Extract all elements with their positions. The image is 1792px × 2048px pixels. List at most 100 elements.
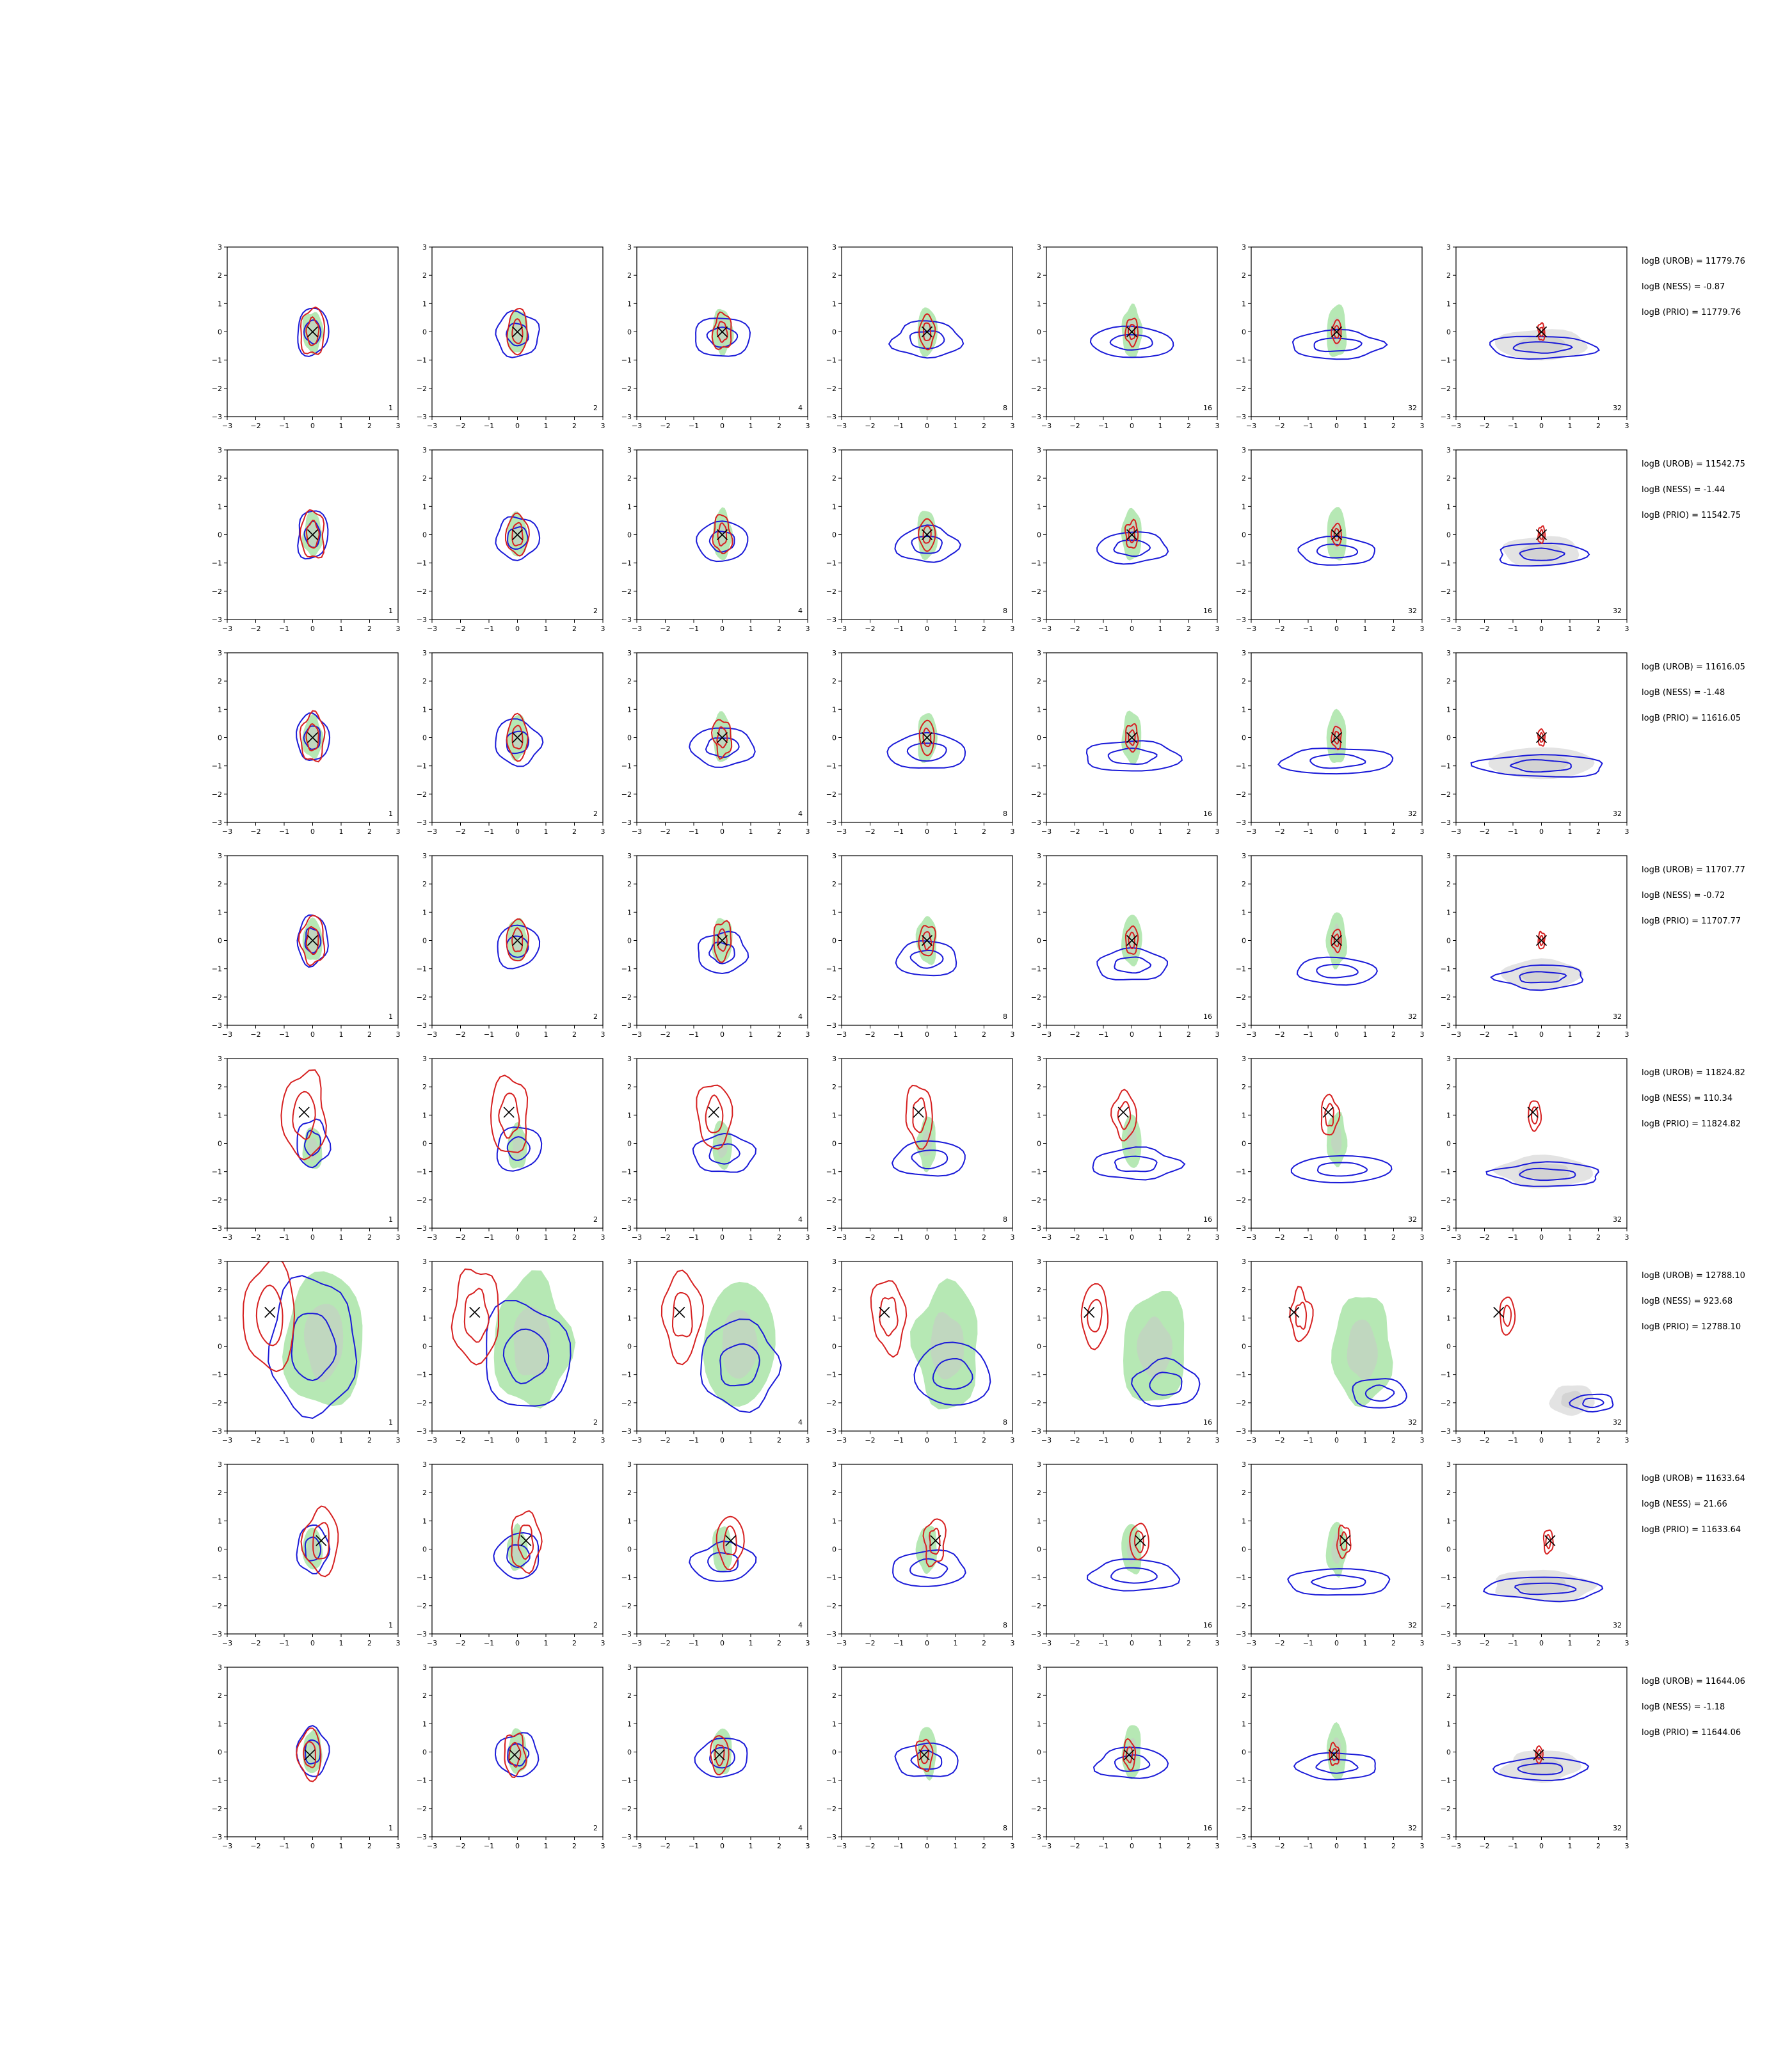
y-tick-label: −1 [417, 1574, 427, 1582]
x-tick-label: 0 [1334, 1842, 1339, 1850]
posterior-contour-outer [918, 313, 936, 351]
x-tick-label: 3 [601, 1842, 605, 1850]
x-tick-label: −1 [484, 1842, 494, 1850]
x-tick-label: 3 [1420, 828, 1425, 836]
truth-marker [307, 529, 319, 541]
x-tick-label: 0 [1539, 1030, 1544, 1039]
approx-contour-inner [1113, 539, 1151, 557]
truth-marker [1331, 326, 1343, 338]
posterior-contour-inner [723, 1525, 737, 1555]
x-tick-label: 0 [720, 1639, 724, 1647]
panel-r6-c4: −3−3 −2 −2 −1 −1 0 0 1 1 2 2 3 3 16 [1031, 1460, 1220, 1647]
x-tick-label: −2 [250, 625, 260, 633]
truth-marker [879, 1306, 890, 1318]
y-tick-label: 3 [218, 243, 222, 252]
posterior-contour-outer [1331, 725, 1342, 751]
approx-contour-inner [1114, 1155, 1158, 1172]
x-tick-label: 1 [1363, 625, 1368, 633]
x-tick-label: 0 [1334, 422, 1339, 430]
y-tick-label: 0 [1242, 734, 1246, 742]
approx-contour-inner [507, 526, 529, 550]
x-tick-label: 0 [1334, 1436, 1339, 1444]
approx-contour-inner [1107, 747, 1158, 765]
y-tick-label: −1 [826, 1777, 836, 1785]
posterior-contour-outer [298, 915, 326, 967]
x-tick-label: −2 [455, 1030, 465, 1039]
posterior-contour-inner [463, 1287, 490, 1343]
posterior-contour-inner [716, 726, 728, 749]
y-tick-label: 2 [218, 474, 222, 483]
posterior-contour-inner [1340, 1531, 1348, 1551]
posterior-contour-outer [504, 512, 530, 557]
y-tick-label: −3 [1031, 1021, 1041, 1030]
posterior-contour-outer [299, 509, 325, 559]
logb-annotation: logB (PRIO) = 11633.64 [1642, 1525, 1741, 1535]
y-tick-label: −1 [826, 1574, 836, 1582]
approx-contour-inner [1316, 1162, 1368, 1177]
x-tick-label: −3 [1246, 422, 1256, 430]
truth-marker [503, 1107, 515, 1118]
y-tick-label: 0 [1242, 1748, 1246, 1757]
y-tick-label: 1 [1446, 705, 1451, 714]
y-tick-label: 1 [1037, 1517, 1041, 1525]
logb-annotation: logB (PRIO) = 11644.06 [1642, 1728, 1741, 1738]
panel-label: 8 [1003, 1621, 1007, 1629]
y-tick-label: −3 [826, 1427, 836, 1436]
x-tick-label: 1 [749, 1639, 753, 1647]
x-tick-label: −3 [1246, 625, 1256, 633]
approx-contour-outer [1287, 1568, 1391, 1596]
logb-annotation: logB (UROB) = 11707.77 [1642, 865, 1745, 875]
x-tick-label: −3 [1041, 1030, 1052, 1039]
panel-label: 2 [593, 607, 598, 615]
panel-label: 32 [1613, 1012, 1622, 1021]
y-tick-label: 2 [832, 880, 836, 888]
approx-contour-outer [892, 1549, 966, 1587]
y-tick-label: −1 [1031, 356, 1041, 365]
y-tick-label: −3 [1236, 1833, 1246, 1841]
y-tick-label: 3 [1037, 243, 1041, 252]
panel-label: 1 [388, 1621, 393, 1629]
x-tick-label: −1 [689, 1436, 699, 1444]
x-tick-label: 1 [1568, 1436, 1572, 1444]
x-tick-label: −2 [865, 625, 875, 633]
x-tick-label: −2 [1069, 828, 1080, 836]
y-tick-label: −1 [621, 965, 632, 973]
y-tick-label: 3 [832, 446, 836, 454]
posterior-contour-outer [918, 925, 936, 957]
y-tick-label: −3 [1441, 819, 1451, 827]
y-tick-label: 2 [1446, 474, 1451, 483]
x-tick-label: −1 [1508, 625, 1518, 633]
panel-label: 8 [1003, 404, 1007, 412]
panel-label: 32 [1408, 810, 1417, 818]
y-tick-label: −2 [1236, 993, 1246, 1002]
posterior-contour-outer [1124, 317, 1139, 348]
y-tick-label: 1 [627, 908, 632, 916]
posterior-contour-outer [242, 1261, 296, 1373]
y-tick-label: 2 [1446, 1692, 1451, 1700]
x-tick-label: −3 [427, 1842, 437, 1850]
x-tick-label: −3 [836, 1639, 847, 1647]
x-tick-label: 3 [396, 828, 401, 836]
y-tick-label: −2 [417, 790, 427, 799]
posterior-contour-outer [506, 307, 528, 356]
x-tick-label: −3 [632, 422, 642, 430]
x-tick-label: 0 [720, 1436, 724, 1444]
y-tick-label: −3 [621, 1630, 632, 1638]
x-tick-label: 2 [1596, 1842, 1601, 1850]
approx-contour-inner [906, 742, 947, 762]
y-tick-label: 3 [218, 649, 222, 657]
panel-r6-c6: −3−3 −2 −2 −1 −1 0 0 1 1 2 2 3 3 32 [1441, 1460, 1629, 1647]
y-tick-label: 3 [627, 1663, 632, 1672]
posterior-contour-inner [1333, 933, 1340, 948]
approx-contour-inner [1315, 1759, 1359, 1774]
x-tick-label: 0 [1130, 422, 1134, 430]
y-tick-label: −1 [417, 762, 427, 771]
truth-marker [1535, 529, 1548, 541]
y-tick-label: −3 [212, 1833, 222, 1841]
x-tick-label: 3 [806, 625, 810, 633]
x-tick-label: 3 [1625, 1030, 1629, 1039]
x-tick-label: 2 [367, 625, 372, 633]
x-tick-label: −2 [1479, 828, 1489, 836]
approx-contour-inner [1149, 1372, 1183, 1396]
